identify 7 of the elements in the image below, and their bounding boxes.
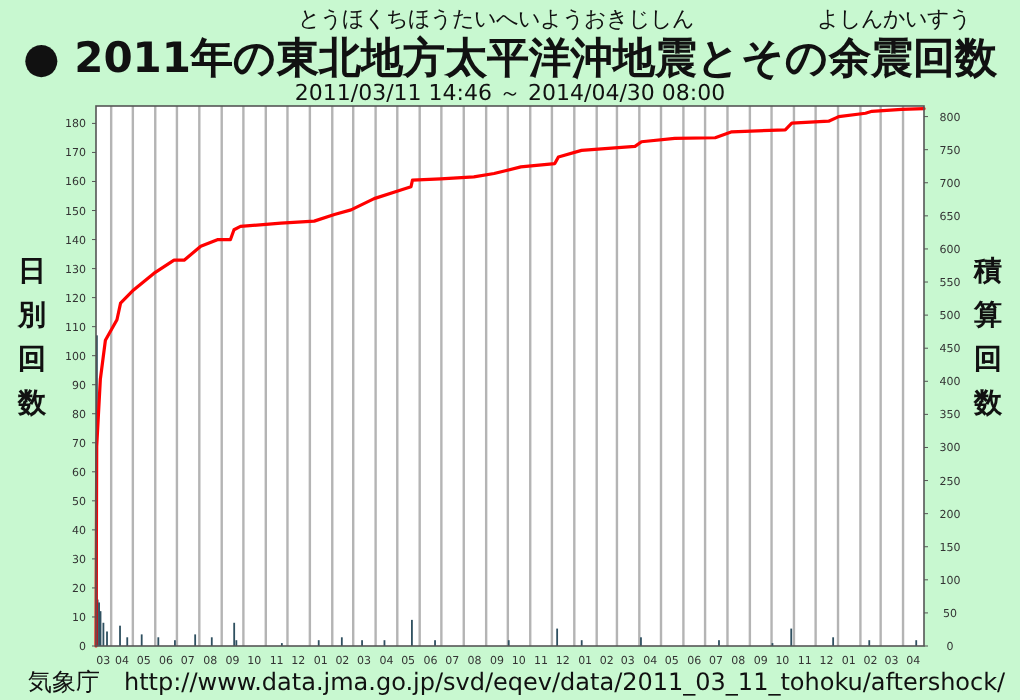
chart-title: ● 2011年の東北地方太平洋沖地震とその余震回数: [22, 34, 1000, 82]
text: とうほくちほうたいへいようおきじしん: [298, 6, 694, 32]
text: よしんかいすう: [817, 6, 971, 32]
chart-subtitle: 2011/03/11 14:46 ～ 2014/04/30 08:00: [294, 80, 726, 106]
y-axis-title: 日別回数: [16, 256, 48, 420]
text: 気象庁 http://www.data.jma.go.jp/svd/eqev/data/2011_03_11_tohoku/aftershock/: [28, 668, 1008, 696]
y2-axis-title: 積算回数: [972, 256, 1004, 420]
